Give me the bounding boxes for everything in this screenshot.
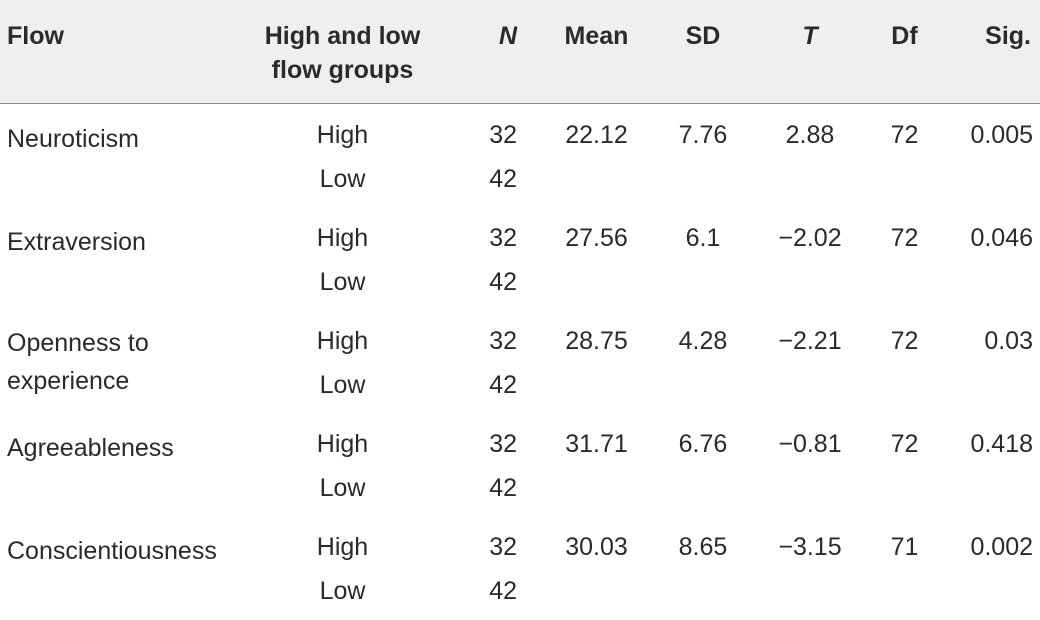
sig-cell: 0.005 bbox=[970, 120, 1033, 149]
sd-cell: 6.1 bbox=[685, 223, 721, 252]
df-cell: 71 bbox=[890, 532, 919, 561]
n-cell: 42 bbox=[489, 164, 517, 193]
header-n: N bbox=[445, 0, 545, 104]
trait-cell-empty bbox=[0, 576, 240, 620]
table-row: Low 42 bbox=[0, 370, 1040, 414]
group-cell: High bbox=[316, 532, 369, 561]
table-row: Low 42 bbox=[0, 164, 1040, 208]
df-cell: 72 bbox=[890, 326, 919, 355]
df-cell: 72 bbox=[890, 120, 919, 149]
t-cell: −3.15 bbox=[778, 532, 842, 561]
trait-cell: Neuroticism bbox=[7, 124, 139, 153]
mean-cell: 27.56 bbox=[565, 223, 628, 252]
trait-cell-empty bbox=[0, 164, 240, 208]
n-cell: 42 bbox=[489, 576, 517, 605]
header-df: Df bbox=[862, 0, 947, 104]
header-row: Flow High and low flow groups N Mean SD … bbox=[0, 0, 1040, 104]
df-cell: 72 bbox=[890, 429, 919, 458]
sd-cell: 7.76 bbox=[678, 120, 728, 149]
sig-cell: 0.418 bbox=[970, 429, 1033, 458]
group-cell: High bbox=[316, 223, 369, 252]
group-cell: High bbox=[316, 429, 369, 458]
table-row: Low 42 bbox=[0, 576, 1040, 620]
header-flow: Flow bbox=[0, 0, 240, 104]
trait-label: Openness to experience bbox=[7, 328, 149, 395]
table-row: Agreeableness High 32 31.71 6.76 −0.81 7… bbox=[0, 414, 1040, 473]
sd-cell: 6.76 bbox=[678, 429, 728, 458]
table-row: Openness to experience High 32 28.75 4.2… bbox=[0, 311, 1040, 395]
mean-cell: 28.75 bbox=[565, 326, 628, 355]
n-cell: 42 bbox=[489, 473, 517, 502]
table-row: Neuroticism High 32 22.12 7.76 2.88 72 0… bbox=[0, 103, 1040, 164]
group-cell: High bbox=[316, 120, 369, 149]
sd-cell: 4.28 bbox=[678, 326, 728, 355]
n-cell: 42 bbox=[489, 267, 517, 296]
group-cell: Low bbox=[319, 473, 366, 502]
sd-cell: 8.65 bbox=[678, 532, 728, 561]
mean-cell: 22.12 bbox=[565, 120, 628, 149]
header-mean: Mean bbox=[545, 0, 648, 104]
sig-cell: 0.002 bbox=[970, 532, 1033, 561]
header-t: T bbox=[758, 0, 862, 104]
results-table-container: Flow High and low flow groups N Mean SD … bbox=[0, 0, 1040, 605]
mean-cell: 30.03 bbox=[565, 532, 628, 561]
trait-cell: Openness to experience bbox=[0, 311, 240, 414]
empty-cell bbox=[545, 370, 1040, 414]
n-cell: 32 bbox=[489, 120, 517, 149]
trait-cell-empty bbox=[0, 267, 240, 311]
n-cell: 42 bbox=[489, 370, 517, 399]
group-cell: Low bbox=[319, 576, 366, 605]
t-cell: 2.88 bbox=[785, 120, 835, 149]
header-sig: Sig. bbox=[947, 0, 1040, 104]
trait-cell-empty bbox=[0, 473, 240, 517]
empty-cell bbox=[545, 164, 1040, 208]
n-cell: 32 bbox=[489, 223, 517, 252]
header-sd: SD bbox=[648, 0, 758, 104]
t-cell: −2.21 bbox=[778, 326, 842, 355]
df-cell: 72 bbox=[890, 223, 919, 252]
table-body: Neuroticism High 32 22.12 7.76 2.88 72 0… bbox=[0, 103, 1040, 620]
empty-cell bbox=[545, 267, 1040, 311]
n-cell: 32 bbox=[489, 532, 517, 561]
sig-cell: 0.03 bbox=[984, 326, 1033, 355]
table-row: Low 42 bbox=[0, 473, 1040, 517]
mean-cell: 31.71 bbox=[565, 429, 628, 458]
trait-cell: Agreeableness bbox=[7, 433, 174, 462]
n-cell: 32 bbox=[489, 429, 517, 458]
t-cell: −0.81 bbox=[778, 429, 842, 458]
n-cell: 32 bbox=[489, 326, 517, 355]
table-header: Flow High and low flow groups N Mean SD … bbox=[0, 0, 1040, 104]
table-row: Extraversion High 32 27.56 6.1 −2.02 72 … bbox=[0, 208, 1040, 267]
table-row: Conscientiousness High 32 30.03 8.65 −3.… bbox=[0, 517, 1040, 576]
t-cell: −2.02 bbox=[778, 223, 842, 252]
group-cell: Low bbox=[319, 164, 366, 193]
sig-cell: 0.046 bbox=[970, 223, 1033, 252]
group-cell: Low bbox=[319, 370, 366, 399]
empty-cell bbox=[545, 576, 1040, 620]
trait-cell: Conscientiousness bbox=[7, 536, 217, 565]
group-cell: Low bbox=[319, 267, 366, 296]
empty-cell bbox=[545, 473, 1040, 517]
header-groups: High and low flow groups bbox=[240, 0, 445, 104]
table-row: Low 42 bbox=[0, 267, 1040, 311]
group-cell: High bbox=[316, 326, 369, 355]
trait-cell: Extraversion bbox=[7, 227, 146, 256]
